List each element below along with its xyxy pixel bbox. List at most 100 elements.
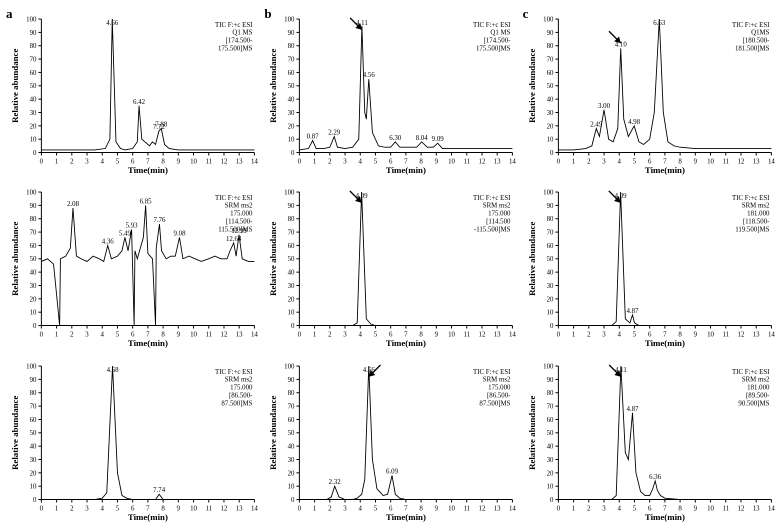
x-axis-label: Time(min) [386, 338, 426, 348]
svg-text:5: 5 [374, 505, 378, 512]
svg-text:30: 30 [288, 283, 295, 290]
svg-text:10: 10 [30, 137, 37, 144]
svg-text:5: 5 [374, 332, 378, 339]
svg-text:100: 100 [543, 190, 554, 197]
svg-text:14: 14 [768, 332, 775, 339]
y-axis-label: Relative abundance [268, 395, 278, 469]
svg-text:12: 12 [737, 505, 744, 512]
svg-text:1: 1 [572, 158, 576, 165]
peak-label: 2.49 [590, 122, 603, 129]
svg-text:13: 13 [752, 158, 759, 165]
svg-text:13: 13 [752, 332, 759, 339]
peak-label: 5.49 [119, 231, 132, 238]
svg-text:0: 0 [550, 323, 554, 330]
svg-text:12: 12 [221, 332, 228, 339]
svg-text:4: 4 [617, 332, 621, 339]
svg-text:14: 14 [251, 158, 258, 165]
svg-text:60: 60 [30, 70, 37, 77]
trace-line [41, 206, 254, 326]
svg-text:1: 1 [313, 332, 317, 339]
peak-label: 6.36 [649, 474, 662, 481]
svg-text:20: 20 [30, 470, 37, 477]
column-letter: a [6, 6, 13, 22]
peak-label: 6.30 [390, 135, 403, 142]
svg-text:9: 9 [177, 505, 181, 512]
svg-text:12: 12 [221, 505, 228, 512]
svg-text:20: 20 [288, 123, 295, 130]
svg-text:0: 0 [40, 332, 44, 339]
svg-text:90: 90 [288, 376, 295, 383]
y-axis-label: Relative abundance [526, 49, 536, 123]
svg-text:40: 40 [546, 270, 553, 277]
svg-text:0: 0 [291, 323, 295, 330]
svg-text:2: 2 [587, 332, 591, 339]
svg-text:60: 60 [30, 417, 37, 424]
svg-text:5: 5 [632, 505, 636, 512]
x-axis-label: Time(min) [128, 512, 168, 522]
column-letter: c [523, 6, 529, 22]
svg-text:11: 11 [464, 158, 471, 165]
svg-text:4: 4 [359, 332, 363, 339]
svg-text:4: 4 [101, 158, 105, 165]
svg-text:40: 40 [30, 97, 37, 104]
legend-text: TIC F:+c ESISRM ms2181.000[89.500-90.500… [732, 369, 770, 407]
svg-text:14: 14 [509, 332, 516, 339]
svg-text:11: 11 [205, 332, 212, 339]
svg-text:9: 9 [435, 332, 439, 339]
svg-text:9: 9 [177, 158, 181, 165]
svg-text:80: 80 [288, 43, 295, 50]
chart-svg: 0102030405060708090100012345678910111213… [266, 355, 516, 524]
svg-text:70: 70 [546, 230, 553, 237]
x-axis-label: Time(min) [386, 165, 426, 175]
svg-text:9: 9 [693, 505, 697, 512]
svg-text:70: 70 [288, 57, 295, 64]
svg-text:3: 3 [85, 505, 89, 512]
svg-text:5: 5 [632, 332, 636, 339]
svg-text:3: 3 [344, 158, 348, 165]
chart-svg: 0102030405060708090100012345678910111213… [525, 355, 775, 524]
svg-text:0: 0 [291, 497, 295, 504]
chart-panel-b1: b010203040506070809010001234567891011121… [266, 8, 516, 177]
peak-label: 0.87 [307, 134, 320, 141]
svg-text:5: 5 [116, 332, 120, 339]
svg-text:4: 4 [101, 505, 105, 512]
svg-text:12: 12 [479, 332, 486, 339]
svg-text:11: 11 [722, 158, 729, 165]
svg-text:5: 5 [374, 158, 378, 165]
peak-label: 9.09 [432, 136, 445, 143]
svg-text:10: 10 [448, 332, 455, 339]
svg-text:40: 40 [288, 97, 295, 104]
svg-text:13: 13 [494, 505, 501, 512]
svg-text:40: 40 [288, 443, 295, 450]
peak-label: 4.87 [626, 308, 639, 315]
svg-text:1: 1 [55, 505, 59, 512]
svg-text:5: 5 [632, 158, 636, 165]
y-axis-label: Relative abundance [10, 395, 20, 469]
x-axis-label: Time(min) [128, 338, 168, 348]
peak-label: 9.08 [174, 231, 187, 238]
peak-label: 8.04 [416, 135, 429, 142]
svg-text:20: 20 [288, 470, 295, 477]
chart-panel-c2: 0102030405060708090100012345678910111213… [525, 181, 775, 350]
svg-text:0: 0 [40, 505, 44, 512]
chart-grid: a010203040506070809010001234567891011121… [8, 8, 775, 524]
svg-text:40: 40 [288, 270, 295, 277]
chart-svg: 0102030405060708090100012345678910111213… [266, 8, 516, 177]
svg-text:0: 0 [298, 158, 302, 165]
chart-svg: 0102030405060708090100012345678910111213… [8, 181, 258, 350]
svg-text:3: 3 [344, 332, 348, 339]
svg-text:90: 90 [546, 376, 553, 383]
svg-text:13: 13 [752, 505, 759, 512]
svg-text:20: 20 [30, 123, 37, 130]
svg-text:80: 80 [30, 217, 37, 224]
svg-text:2: 2 [70, 158, 74, 165]
svg-text:30: 30 [546, 457, 553, 464]
svg-text:20: 20 [546, 470, 553, 477]
svg-text:9: 9 [693, 332, 697, 339]
svg-text:40: 40 [546, 97, 553, 104]
svg-text:10: 10 [546, 483, 553, 490]
chart-panel-b2: 0102030405060708090100012345678910111213… [266, 181, 516, 350]
svg-text:20: 20 [546, 123, 553, 130]
svg-text:11: 11 [722, 332, 729, 339]
y-axis-label: Relative abundance [526, 222, 536, 296]
